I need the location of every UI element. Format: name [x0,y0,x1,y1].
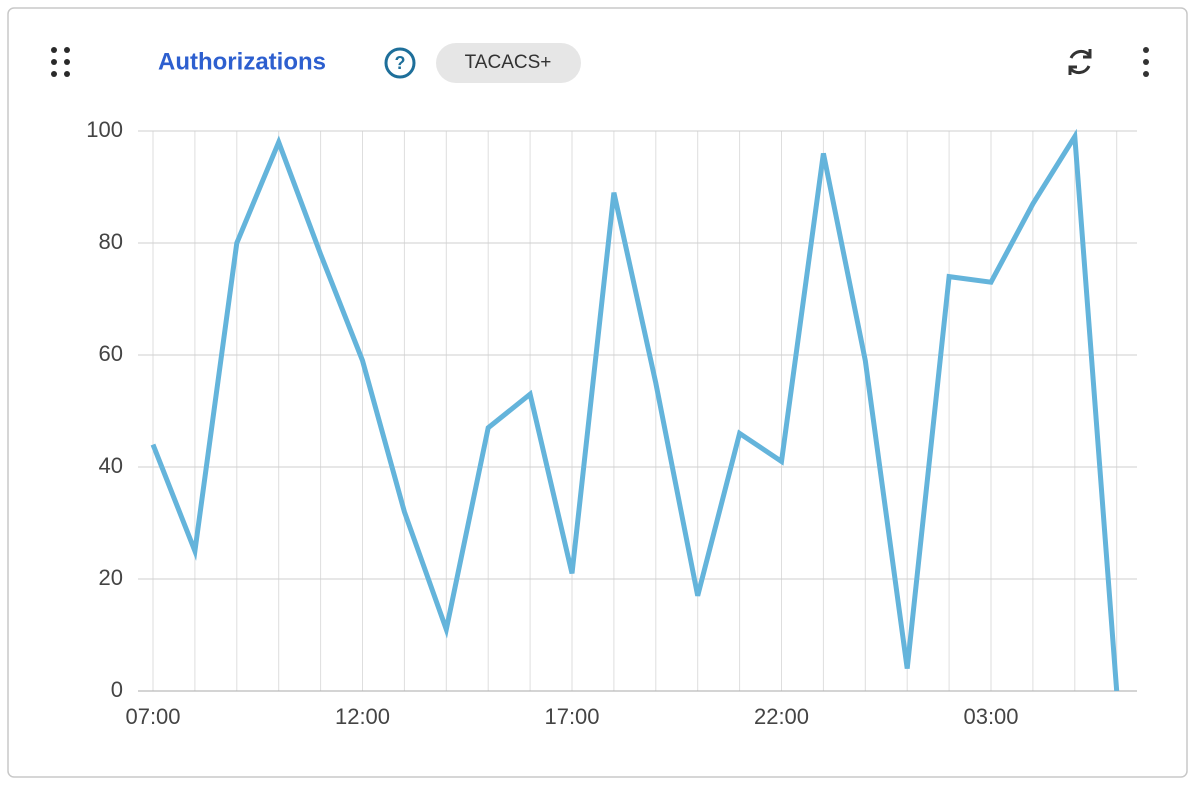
y-tick-label: 0 [111,677,123,702]
svg-text:?: ? [395,53,406,73]
card [7,7,1188,778]
widget-title: Authorizations [158,48,326,75]
x-tick-label: 12:00 [335,704,390,729]
series-line [150,128,1120,692]
x-tick-label: 07:00 [125,704,180,729]
plot: 07:00 12:00 17:00 22:00 03:00 0 20 40 60 80 100 [86,117,1137,729]
drag-handle[interactable] [51,47,70,77]
y-tick-label: 100 [86,117,123,142]
refresh-icon[interactable] [1068,49,1092,75]
y-tick-label: 40 [99,453,123,478]
badge-label: TACACS+ [465,52,552,73]
y-tick-label: 80 [99,229,123,254]
y-tick-label: 60 [99,341,123,366]
x-tick-label: 17:00 [544,704,599,729]
x-tick-label: 03:00 [963,704,1018,729]
help-icon[interactable]: ? [384,47,416,79]
badge [436,43,581,83]
menu-icon[interactable] [1143,47,1149,77]
x-tick-label: 22:00 [754,704,809,729]
y-tick-label: 20 [99,565,123,590]
